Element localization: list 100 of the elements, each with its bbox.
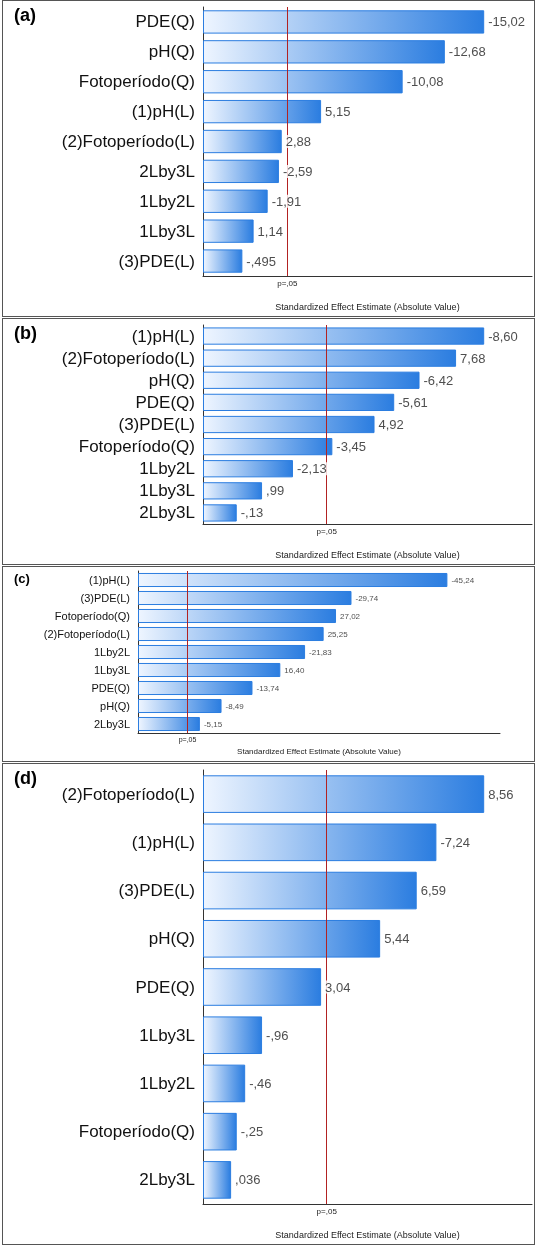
annotation: -3,45: [336, 439, 366, 455]
y-tick-label: 1Lby2L: [139, 1073, 195, 1093]
y-tick-label: (2)Fotoperíodo(L): [61, 132, 195, 151]
y-tick-label: pH(Q): [148, 42, 195, 62]
y-tick-label: pH(Q): [148, 929, 195, 949]
annotation: -12,68: [448, 44, 486, 60]
bar: [203, 968, 322, 1006]
bar: [203, 775, 485, 813]
y-tick-label: (3)PDE(L): [80, 592, 130, 604]
bar: [203, 159, 279, 184]
y-tick-label: (1)pH(L): [131, 102, 195, 122]
bar: [203, 10, 485, 34]
bar: [203, 919, 381, 958]
annotation: -21,83: [309, 647, 333, 657]
y-tick-label: 1Lby3L: [139, 221, 195, 241]
x-axis-title: Standardized Effect Estimate (Absolute Value): [275, 1229, 460, 1240]
y-tick-label: pH(Q): [148, 370, 195, 390]
y-tick-label: Fotoperíodo(Q): [78, 72, 195, 92]
annotation: -8,49: [225, 701, 245, 711]
bar: [203, 437, 333, 456]
annotation: 7,68: [460, 350, 486, 366]
annotation: -5,61: [398, 394, 428, 410]
y-tick-label: 1Lby2L: [139, 191, 195, 211]
annotation: 3,04: [325, 979, 351, 995]
bar: [138, 662, 281, 678]
bar: [203, 99, 322, 124]
y-tick-label: (2)Fotoperíodo(L): [61, 348, 195, 368]
y-tick-label: 1Lby2L: [93, 646, 130, 658]
bar: [203, 189, 268, 213]
annotation: -,495: [246, 253, 277, 269]
y-tick-label: 2Lby3L: [139, 161, 195, 181]
y-tick-label: 1Lby3L: [139, 481, 195, 501]
annotation: -,46: [249, 1075, 272, 1091]
y-tick-label: PDE(Q): [91, 682, 130, 694]
bar: [203, 823, 437, 862]
annotation: 25,25: [327, 629, 349, 639]
y-tick-label: Fotoperíodo(Q): [54, 610, 130, 622]
text: (c): [14, 571, 30, 586]
y-tick-label: (2)Fotoperíodo(L): [43, 628, 130, 640]
annotation: -10,08: [406, 74, 444, 90]
text: (d): [14, 768, 37, 788]
y-tick-label: (3)PDE(L): [118, 251, 195, 271]
annotation: -29,74: [355, 593, 379, 603]
y-tick-label: 2Lby3L: [139, 1170, 195, 1190]
annotation: 27,02: [340, 611, 361, 621]
annotation: -,25: [240, 1124, 264, 1140]
y-tick-label: 2Lby3L: [93, 718, 130, 730]
annotation: ,036: [235, 1172, 261, 1188]
bar: [203, 219, 254, 243]
bar: [203, 129, 282, 154]
bar: [138, 626, 324, 642]
bar: [203, 460, 293, 478]
annotation: 1,14: [257, 223, 283, 239]
y-tick-label: (1)pH(L): [89, 574, 130, 586]
annotation: 4,92: [378, 417, 404, 432]
y-tick-label: (1)pH(L): [131, 832, 195, 852]
bar: [203, 40, 445, 64]
bar: [138, 644, 306, 660]
y-tick-label: (3)PDE(L): [118, 415, 195, 434]
x-axis-title: Standardized Effect Estimate (Absolute Value): [275, 549, 460, 560]
annotation: -1,91: [271, 193, 302, 209]
bar: [138, 590, 352, 606]
y-tick-label: (2)Fotoperíodo(L): [61, 784, 195, 804]
bar: [203, 871, 417, 910]
y-tick-label: Fotoperíodo(Q): [78, 437, 195, 457]
y-tick-label: pH(Q): [100, 700, 130, 712]
annotation: 5,15: [325, 104, 351, 120]
y-tick-label: 1Lby3L: [139, 1025, 195, 1045]
bar: [203, 1016, 263, 1055]
y-tick-label: 2Lby3L: [139, 503, 195, 523]
ref-line-label: p=,05: [316, 526, 338, 536]
y-tick-label: PDE(Q): [135, 12, 195, 32]
x-axis-title: Standardized Effect Estimate (Absolute Value): [237, 746, 402, 756]
bar: [203, 482, 263, 500]
bar: [203, 1161, 232, 1199]
annotation: -15,02: [488, 14, 526, 30]
y-tick-label: (3)PDE(L): [118, 881, 195, 901]
y-tick-label: 1Lby3L: [93, 664, 130, 676]
bar: [203, 393, 395, 412]
ref-line-label: p=,05: [277, 278, 299, 288]
bar: [203, 415, 375, 434]
text: (a): [14, 5, 36, 25]
annotation: -7,24: [440, 834, 471, 850]
y-tick-label: 1Lby2L: [139, 459, 195, 479]
y-tick-label: (1)pH(L): [131, 326, 195, 346]
annotation: 8,56: [488, 786, 514, 802]
ref-line-label: p=,05: [316, 1206, 338, 1216]
bar: [138, 698, 222, 714]
annotation: -5,15: [203, 719, 223, 729]
annotation: -,13: [240, 505, 264, 521]
bar: [203, 504, 237, 522]
bar: [138, 680, 253, 696]
annotation: ,99: [266, 483, 285, 499]
annotation: 6,59: [420, 883, 447, 899]
annotation: 2,88: [285, 134, 312, 149]
y-tick-label: PDE(Q): [135, 977, 195, 997]
bar: [138, 716, 200, 732]
bar: [138, 608, 337, 624]
y-tick-label: PDE(Q): [135, 392, 195, 412]
bar: [203, 1064, 246, 1103]
